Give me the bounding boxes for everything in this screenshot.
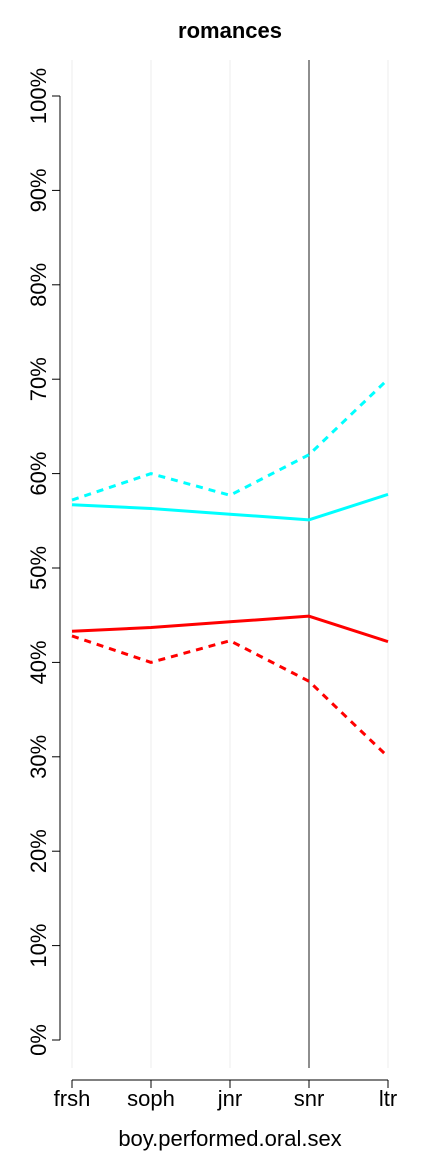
x-tick-label: jnr xyxy=(217,1086,242,1111)
y-tick-label: 40% xyxy=(26,640,51,684)
x-tick-label: snr xyxy=(294,1086,325,1111)
series-line-3 xyxy=(71,614,389,644)
y-tick-label: 100% xyxy=(26,68,51,124)
grid-layer xyxy=(71,60,389,1068)
y-tick-label: 60% xyxy=(26,452,51,496)
y-tick-label: 70% xyxy=(26,357,51,401)
series-line-4 xyxy=(71,634,390,758)
chart-title: romances xyxy=(178,18,282,43)
y-tick-label: 10% xyxy=(26,924,51,968)
y-tick-label: 0% xyxy=(26,1024,51,1056)
series-line-1 xyxy=(71,492,389,522)
y-tick-label: 80% xyxy=(26,263,51,307)
series-layer xyxy=(71,378,390,758)
x-tick-label: ltr xyxy=(379,1086,397,1111)
x-axis-label: boy.performed.oral.sex xyxy=(118,1126,341,1151)
y-tick-label: 20% xyxy=(26,829,51,873)
series-line-2 xyxy=(71,378,390,502)
axis-layer: 0% 10% 20% 30% 40% 50% 60% 70% 80% 90% 100% frsh sop… xyxy=(26,68,397,1111)
y-tick-label: 30% xyxy=(26,735,51,779)
x-tick-label: frsh xyxy=(54,1086,91,1111)
label-layer: romances boy.performed.oral.sex xyxy=(118,18,341,1151)
y-tick-label: 50% xyxy=(26,546,51,590)
x-tick-label: soph xyxy=(127,1086,175,1111)
y-tick-label: 90% xyxy=(26,168,51,212)
